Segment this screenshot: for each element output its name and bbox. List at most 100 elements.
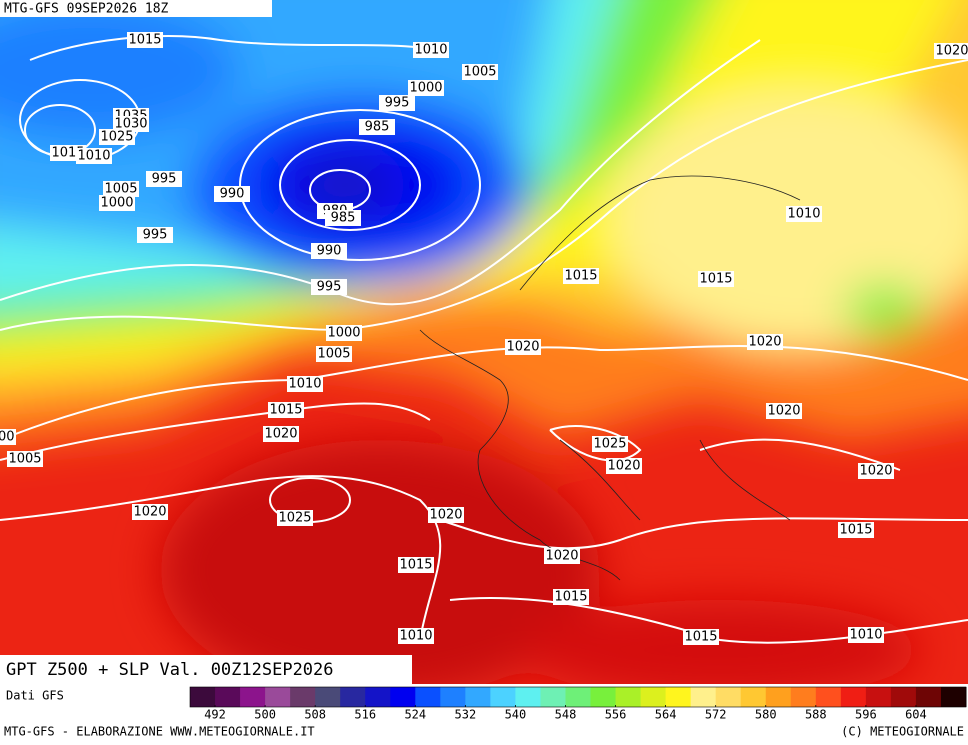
isobar-label-bg	[563, 268, 599, 284]
color-swatch	[715, 687, 742, 707]
isobar-label: 1020	[506, 340, 539, 355]
color-swatch	[365, 687, 391, 707]
isobar-label: 1010	[849, 628, 882, 643]
isobar-label-bg	[359, 119, 395, 135]
isobar-label: 1015	[269, 403, 302, 418]
tick-label: 604	[905, 708, 927, 722]
isobar-label: 1015	[564, 269, 597, 284]
footer-left: MTG-GFS - ELABORAZIONE WWW.METEOGIORNALE…	[4, 725, 315, 739]
isobar-label-bg	[592, 436, 628, 452]
color-swatch	[240, 687, 266, 707]
isobar-label: 1000	[0, 430, 15, 445]
color-swatch	[890, 687, 917, 707]
tick-label: 500	[254, 708, 276, 722]
isobar-label-bg	[113, 116, 149, 132]
isobar-label-bg	[505, 339, 541, 355]
color-swatch	[640, 687, 667, 707]
isobar-label: 1025	[278, 511, 311, 526]
isobar-label: 1020	[767, 404, 800, 419]
isobar-label-bg	[379, 95, 415, 111]
isobar-label: 1015	[554, 590, 587, 605]
isobar-label: 995	[152, 172, 177, 187]
color-swatch	[690, 687, 717, 707]
isobar-label-bg	[544, 548, 580, 564]
isobar-label-bg	[325, 210, 361, 226]
tick-label: 516	[354, 708, 376, 722]
tick-label: 556	[605, 708, 627, 722]
isobar-label-bg	[311, 279, 347, 295]
colorbar: 492 500 508 516 524 532 540 548 556 564 572 580 588 5…	[189, 686, 967, 722]
isobar-label: 1025	[100, 130, 133, 145]
color-swatch	[390, 687, 416, 707]
isobar-label-bg	[858, 463, 894, 479]
isobar-label-bg	[0, 429, 16, 445]
isobar-label-bg	[398, 628, 434, 644]
isobar-label: 995	[385, 96, 410, 111]
isobar-label: 1020	[429, 508, 462, 523]
run-label: MTG-GFS 09SEP2026 18Z	[4, 2, 169, 17]
isobar-label-bg	[838, 522, 874, 538]
isobar-label-bg	[934, 43, 968, 59]
colorbar-frame	[189, 686, 967, 708]
isobar-label: 1005	[8, 452, 41, 467]
tick-label: 580	[755, 708, 777, 722]
color-swatch	[265, 687, 291, 707]
isobar-label-bg	[316, 346, 352, 362]
isobar-label-bg	[326, 325, 362, 341]
isobar-label: 995	[317, 280, 342, 295]
color-swatch	[665, 687, 692, 707]
isobar-label-bg	[747, 334, 783, 350]
isobar-label-bg	[76, 148, 112, 164]
tick-label: 588	[805, 708, 827, 722]
isobar-label: 1020	[545, 549, 578, 564]
isobar-label: 1015	[684, 630, 717, 645]
isobar-label: 1010	[787, 207, 820, 222]
isobar-label-bg	[146, 171, 182, 187]
isobar-label-bg	[408, 80, 444, 96]
color-swatch	[515, 687, 541, 707]
color-swatch	[865, 687, 892, 707]
isobar-label: 1000	[409, 81, 442, 96]
isobar-label: 1020	[859, 464, 892, 479]
isobar-label: 1015	[399, 558, 432, 573]
isobar-label: 1015	[699, 272, 732, 287]
tick-label: 524	[404, 708, 426, 722]
isobar-label: 1020	[133, 505, 166, 520]
isobar-label: 985	[365, 120, 390, 135]
isobar-label: 990	[220, 187, 245, 202]
color-swatch	[740, 687, 767, 707]
isobar-label-bg	[413, 42, 449, 58]
isobar-label: 1030	[114, 117, 147, 132]
isobar-label-bg	[99, 129, 135, 145]
tick-label: 492	[204, 708, 226, 722]
map-title: GPT Z500 + SLP Val. 00Z12SEP2026	[6, 660, 334, 680]
isobar-label: 1020	[748, 335, 781, 350]
color-swatch	[790, 687, 817, 707]
source-label: Dati GFS	[6, 689, 64, 703]
color-swatch	[440, 687, 466, 707]
color-swatch	[465, 687, 491, 707]
color-swatch	[940, 687, 967, 707]
tick-label: 532	[455, 708, 477, 722]
isobar-label: 1005	[463, 65, 496, 80]
title-box	[0, 655, 412, 684]
footer-right: (C) METEOGIORNALE	[841, 725, 964, 739]
isobar-label-bg	[698, 271, 734, 287]
color-swatch	[915, 687, 942, 707]
isobar-label: 1005	[104, 182, 137, 197]
isobar-label: 1015	[128, 33, 161, 48]
color-swatch	[290, 687, 316, 707]
coastlines	[419, 175, 801, 581]
color-swatch	[340, 687, 366, 707]
isobar-label-bg	[287, 376, 323, 392]
isobar-label-bg	[462, 64, 498, 80]
isobar-label: 1010	[414, 43, 447, 58]
color-swatch	[490, 687, 516, 707]
isobar-label-bg	[428, 507, 464, 523]
isobar-label: 1010	[77, 149, 110, 164]
tick-label: 564	[655, 708, 677, 722]
isobar-labels: 1015101010051000995985103510301025101510…	[0, 32, 968, 645]
isobar-label-bg	[137, 227, 173, 243]
isobar-label-bg	[311, 243, 347, 259]
